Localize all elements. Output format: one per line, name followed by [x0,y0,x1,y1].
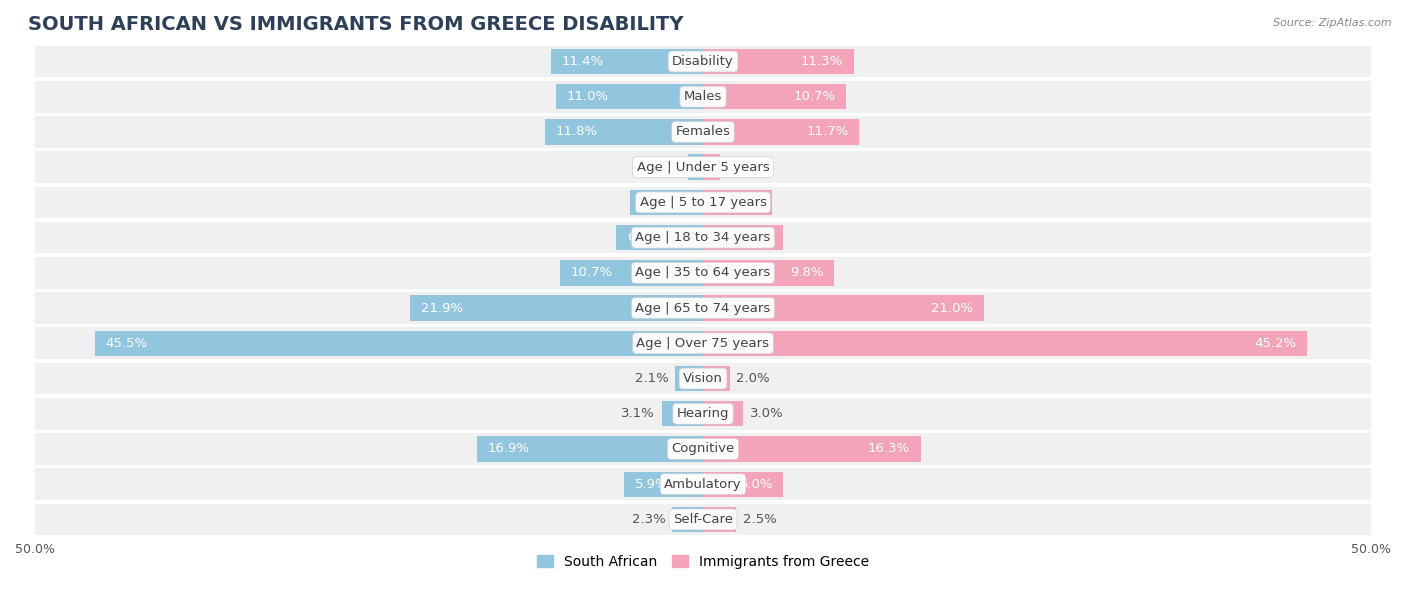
Text: 1.1%: 1.1% [648,161,682,174]
Text: 3.0%: 3.0% [749,407,783,420]
Text: Age | 65 to 74 years: Age | 65 to 74 years [636,302,770,315]
Text: 3.1%: 3.1% [621,407,655,420]
Bar [703,401,744,427]
Text: Hearing: Hearing [676,407,730,420]
Bar [35,187,1371,218]
Text: 2.1%: 2.1% [634,372,668,385]
Text: Source: ZipAtlas.com: Source: ZipAtlas.com [1274,18,1392,28]
Bar [35,468,1371,500]
Bar [662,401,703,427]
Bar [703,119,859,144]
Text: 11.0%: 11.0% [567,90,609,103]
Text: 2.0%: 2.0% [737,372,770,385]
Text: 16.3%: 16.3% [868,442,910,455]
Bar [35,257,1371,289]
Bar [672,507,703,532]
Bar [411,296,703,321]
Text: Disability: Disability [672,55,734,68]
Bar [703,366,730,391]
Bar [96,330,703,356]
Text: 5.2%: 5.2% [728,196,762,209]
Text: Cognitive: Cognitive [672,442,734,455]
Text: 21.9%: 21.9% [422,302,463,315]
Text: 6.5%: 6.5% [627,231,661,244]
Bar [703,471,783,497]
Text: Age | 5 to 17 years: Age | 5 to 17 years [640,196,766,209]
Bar [689,154,703,180]
Text: 45.2%: 45.2% [1254,337,1296,350]
Bar [555,84,703,110]
Text: Age | 35 to 64 years: Age | 35 to 64 years [636,266,770,279]
Text: 5.5%: 5.5% [640,196,673,209]
Text: 21.0%: 21.0% [931,302,973,315]
Text: Age | Under 5 years: Age | Under 5 years [637,161,769,174]
Bar [703,84,846,110]
Text: Ambulatory: Ambulatory [664,478,742,491]
Bar [703,436,921,461]
Bar [703,260,834,286]
Text: 16.9%: 16.9% [488,442,530,455]
Text: 45.5%: 45.5% [105,337,148,350]
Bar [477,436,703,461]
Text: 5.9%: 5.9% [636,478,668,491]
Text: 1.3%: 1.3% [727,161,761,174]
Text: 10.7%: 10.7% [571,266,613,279]
Bar [35,363,1371,394]
Text: 9.8%: 9.8% [790,266,824,279]
Bar [35,222,1371,253]
Bar [703,154,720,180]
Bar [546,119,703,144]
Bar [630,190,703,215]
Text: Self-Care: Self-Care [673,513,733,526]
Bar [703,296,984,321]
Bar [35,398,1371,430]
Text: 11.7%: 11.7% [807,125,849,138]
Bar [675,366,703,391]
Bar [703,225,783,250]
Bar [703,330,1306,356]
Bar [35,504,1371,536]
Bar [35,46,1371,77]
Bar [703,190,772,215]
Text: SOUTH AFRICAN VS IMMIGRANTS FROM GREECE DISABILITY: SOUTH AFRICAN VS IMMIGRANTS FROM GREECE … [28,15,683,34]
Text: Females: Females [675,125,731,138]
Bar [560,260,703,286]
Text: Age | Over 75 years: Age | Over 75 years [637,337,769,350]
Text: 2.5%: 2.5% [744,513,778,526]
Bar [624,471,703,497]
Bar [616,225,703,250]
Text: 6.0%: 6.0% [740,478,772,491]
Bar [35,433,1371,465]
Bar [35,293,1371,324]
Text: Males: Males [683,90,723,103]
Bar [703,507,737,532]
Bar [35,327,1371,359]
Text: Vision: Vision [683,372,723,385]
Text: 11.8%: 11.8% [555,125,598,138]
Bar [551,49,703,74]
Text: 10.7%: 10.7% [793,90,835,103]
Bar [35,116,1371,148]
Legend: South African, Immigrants from Greece: South African, Immigrants from Greece [531,550,875,575]
Text: Age | 18 to 34 years: Age | 18 to 34 years [636,231,770,244]
Bar [35,81,1371,113]
Text: 2.3%: 2.3% [631,513,665,526]
Text: 6.0%: 6.0% [740,231,772,244]
Text: 11.4%: 11.4% [561,55,603,68]
Bar [703,49,853,74]
Text: 11.3%: 11.3% [801,55,844,68]
Bar [35,151,1371,183]
